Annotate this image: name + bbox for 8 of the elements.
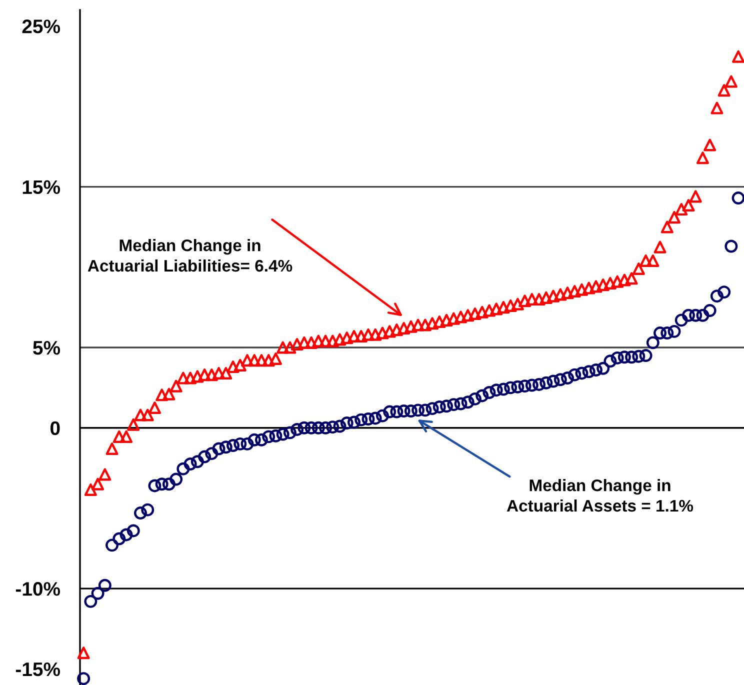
annotation: Median Change in Actuarial Liabilities= 6.4% bbox=[88, 239, 292, 272]
annotation: Median Change in Actuarial Assets = 1.1% bbox=[506, 479, 694, 512]
y-tick-label: -15% bbox=[16, 662, 60, 676]
y-tick-label: 0 bbox=[50, 421, 60, 436]
y-tick-label: 25% bbox=[22, 20, 60, 34]
y-tick-label: -10% bbox=[16, 582, 60, 596]
y-tick-label: 5% bbox=[33, 341, 60, 355]
y-tick-label: 15% bbox=[22, 180, 60, 194]
